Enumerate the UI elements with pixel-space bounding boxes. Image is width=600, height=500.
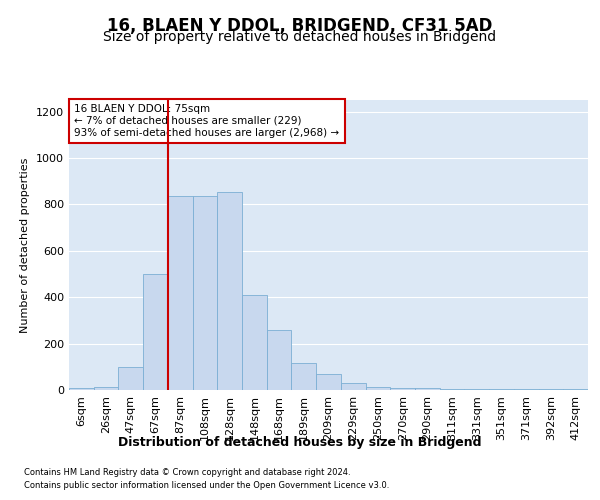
Bar: [217, 192, 242, 390]
Bar: [118, 367, 143, 390]
Bar: [193, 196, 217, 390]
Bar: [464, 389, 489, 390]
Bar: [365, 386, 390, 390]
Bar: [539, 389, 563, 390]
Text: 16 BLAEN Y DDOL: 75sqm
← 7% of detached houses are smaller (229)
93% of semi-det: 16 BLAEN Y DDOL: 75sqm ← 7% of detached …: [74, 104, 340, 138]
Bar: [242, 296, 267, 390]
Bar: [168, 196, 193, 390]
Bar: [489, 389, 514, 390]
Text: 16, BLAEN Y DDOL, BRIDGEND, CF31 5AD: 16, BLAEN Y DDOL, BRIDGEND, CF31 5AD: [107, 18, 493, 36]
Bar: [143, 274, 168, 390]
Text: Size of property relative to detached houses in Bridgend: Size of property relative to detached ho…: [103, 30, 497, 44]
Bar: [316, 374, 341, 390]
Bar: [94, 386, 118, 390]
Bar: [341, 382, 365, 390]
Bar: [69, 388, 94, 390]
Bar: [514, 389, 539, 390]
Bar: [390, 388, 415, 390]
Text: Distribution of detached houses by size in Bridgend: Distribution of detached houses by size …: [118, 436, 482, 449]
Text: Contains public sector information licensed under the Open Government Licence v3: Contains public sector information licen…: [24, 480, 389, 490]
Bar: [267, 330, 292, 390]
Bar: [440, 389, 464, 390]
Bar: [292, 364, 316, 390]
Y-axis label: Number of detached properties: Number of detached properties: [20, 158, 31, 332]
Text: Contains HM Land Registry data © Crown copyright and database right 2024.: Contains HM Land Registry data © Crown c…: [24, 468, 350, 477]
Bar: [415, 388, 440, 390]
